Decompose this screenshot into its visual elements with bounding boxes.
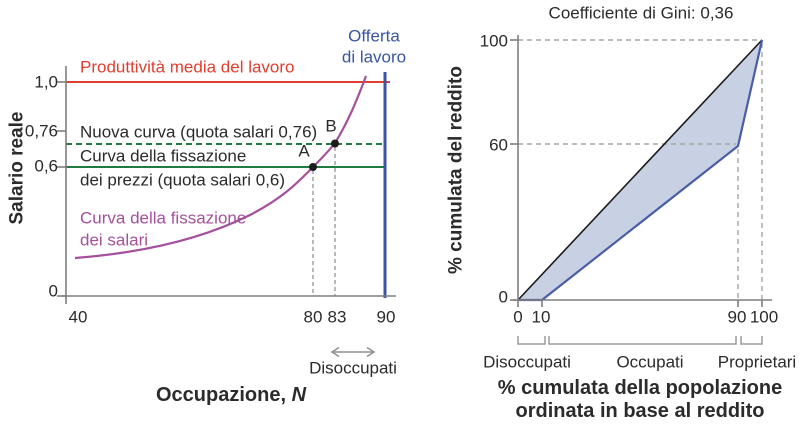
left-y-axis-title: Salario reale — [6, 111, 28, 225]
group-label-disoccupati: Disoccupati — [483, 352, 571, 372]
new-price-setting-label: Nuova curva (quota salari 0,76) — [80, 122, 318, 142]
left-xtick-label-83: 83 — [327, 307, 347, 327]
wage-setting-label-line1: Curva della fissazione — [80, 208, 247, 228]
right-y-axis-title: % cumulata del reddito — [445, 66, 467, 274]
right-xtick-label-10: 10 — [531, 307, 551, 327]
left-ytick-label-0: 0 — [48, 281, 58, 301]
equality-line — [517, 39, 763, 301]
price-setting-label-line2: dei prezzi (quota salari 0,6) — [80, 170, 286, 190]
wage-setting-curve — [74, 75, 368, 260]
left-ytick-label-1-0: 1,0 — [34, 72, 58, 92]
right-xtick-label-90: 90 — [727, 307, 747, 327]
right-xtick-label-0: 0 — [513, 307, 523, 327]
productivity-label: Produttività media del lavoro — [80, 57, 295, 77]
left-xtick-label-40: 40 — [68, 307, 88, 327]
right-ytick-label-60: 60 — [489, 135, 508, 155]
left-ytick-label-0-76: 0,76 — [24, 121, 58, 141]
right-xtick-label-100: 100 — [749, 307, 779, 327]
left-x-axis-title-variable: N — [291, 384, 307, 406]
bracket-occupati — [548, 336, 737, 345]
left-ytick-label-0-6: 0,6 — [34, 156, 58, 176]
wage-setting-label-line2: dei salari — [80, 230, 149, 250]
left-xtick-label-80: 80 — [303, 307, 323, 327]
point-b-label: B — [325, 116, 337, 136]
left-x-axis-title: Occupazione, N — [156, 385, 306, 405]
point-a-marker — [309, 163, 317, 171]
right-ytick-label-100: 100 — [479, 31, 508, 51]
unemployed-label: Disoccupati — [309, 358, 397, 378]
left-xtick-label-90: 90 — [376, 307, 396, 327]
labor-supply-label-line1: Offerta — [348, 26, 400, 46]
gini-title: Coefficiente di Gini: 0,36 — [548, 3, 734, 23]
group-label-occupati: Occupati — [616, 352, 684, 372]
arrow-left-head-icon — [330, 346, 340, 358]
price-setting-label-line1: Curva della fissazione — [80, 146, 247, 166]
right-x-axis-title-line1: % cumulata della popolazione — [497, 377, 783, 399]
bracket-disoccupati — [517, 336, 546, 345]
left-x-axis-title-prefix: Occupazione, — [155, 384, 292, 406]
point-a-label: A — [298, 141, 310, 161]
labor-supply-label-line2: di lavoro — [341, 47, 407, 67]
bracket-proprietari — [740, 336, 763, 345]
right-x-axis-title-line2: ordinata in base al reddito — [515, 400, 765, 422]
group-label-proprietari: Proprietari — [717, 352, 797, 372]
point-b-marker — [331, 139, 339, 148]
arrow-right-head-icon — [366, 346, 376, 358]
right-ytick-label-0: 0 — [498, 287, 508, 307]
